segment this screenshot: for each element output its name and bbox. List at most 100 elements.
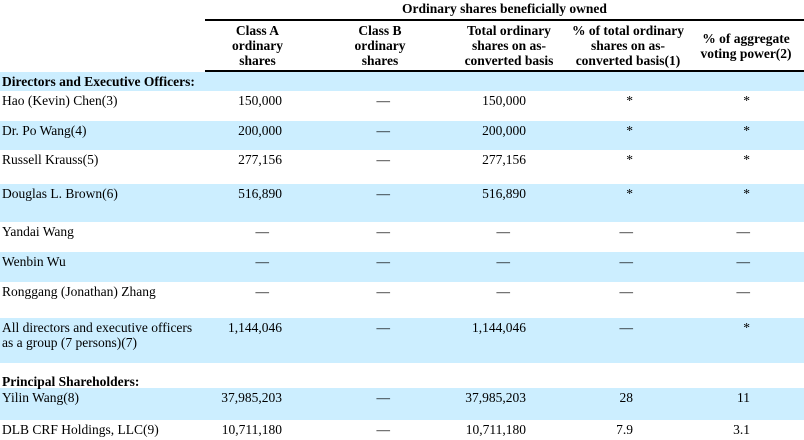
cell-total-as-converted: — [496, 254, 511, 269]
table-row: Yandai Wang — — — — — [0, 222, 804, 252]
column-header-line: ordinary [354, 38, 406, 53]
cell-pct-aggregate-voting: 3.1 [733, 422, 750, 437]
spanner-header: Ordinary shares beneficially owned [205, 0, 804, 21]
cell-class-a: 150,000 [238, 93, 282, 108]
cell-pct-aggregate-voting [688, 72, 804, 91]
row-label: Yandai Wang [2, 224, 74, 239]
column-header-line: voting power(2) [700, 45, 792, 61]
label-column-spacer [0, 0, 205, 21]
table-row: Russell Krauss(5) 277,156 — 277,156 * * [0, 150, 804, 184]
cell-pct-total-as-converted: * [626, 123, 633, 138]
cell-class-b: — [376, 284, 391, 299]
cell-class-b [310, 363, 450, 388]
column-header-line: shares [239, 53, 276, 68]
table-row: DLB CRF Holdings, LLC(9) 10,711,180 — 10,71… [0, 420, 804, 440]
cell-pct-aggregate-voting: * [743, 123, 750, 138]
cell-total-as-converted [450, 363, 568, 388]
cell-total-as-converted: 10,711,180 [465, 422, 526, 437]
cell-class-a: — [255, 284, 270, 299]
cell-class-a: 200,000 [238, 123, 282, 138]
table-row: Douglas L. Brown(6) 516,890 — 516,890 * * [0, 184, 804, 222]
cell-pct-aggregate-voting: 11 [737, 390, 750, 405]
table-row: All directors and executive officers as … [0, 318, 804, 363]
column-header-line: ordinary [231, 38, 283, 53]
cell-class-b: — [376, 186, 391, 201]
column-header-line: % of total ordinary [571, 23, 685, 38]
table-row: Wenbin Wu — — — — — [0, 252, 804, 282]
column-header-line: Total ordinary [467, 23, 551, 38]
cell-total-as-converted: 150,000 [482, 93, 526, 108]
cell-pct-total-as-converted: 28 [619, 390, 634, 405]
cell-pct-total-as-converted: — [619, 224, 634, 239]
cell-pct-aggregate-voting: * [743, 152, 750, 167]
cell-class-b [310, 72, 450, 91]
cell-class-b: — [376, 152, 391, 167]
row-label: Douglas L. Brown(6) [2, 186, 118, 201]
cell-pct-aggregate-voting [688, 363, 804, 388]
row-label: Russell Krauss(5) [2, 152, 99, 167]
cell-total-as-converted: 200,000 [482, 123, 526, 138]
cell-class-a: 1,144,046 [228, 320, 282, 335]
cell-class-a: 10,711,180 [221, 422, 282, 437]
cell-pct-aggregate-voting: * [743, 320, 750, 335]
column-header-line: shares on as- [471, 38, 546, 53]
cell-class-b: — [376, 390, 391, 405]
cell-total-as-converted: 37,985,203 [465, 390, 526, 405]
cell-pct-total-as-converted: * [626, 152, 633, 167]
cell-pct-total-as-converted: * [626, 186, 633, 201]
cell-pct-aggregate-voting: — [736, 254, 751, 269]
section-header-row: Directors and Executive Officers: [0, 72, 804, 91]
column-header-line: shares [361, 53, 399, 68]
row-label: Ronggang (Jonathan) Zhang [2, 284, 156, 299]
column-header-line: shares on as- [590, 38, 665, 53]
section-header-row: Principal Shareholders: [0, 363, 804, 389]
cell-pct-aggregate-voting: * [743, 93, 750, 108]
cell-pct-total-as-converted: — [619, 254, 634, 269]
cell-pct-total-as-converted: — [619, 284, 634, 299]
cell-pct-total-as-converted: 7.9 [616, 422, 633, 437]
cell-class-b: — [376, 254, 391, 269]
row-label: Hao (Kevin) Chen(3) [2, 93, 118, 108]
column-header-line: Class A [235, 23, 280, 38]
spanner-row: Ordinary shares beneficially owned [0, 0, 804, 21]
column-header-pct-total-as-converted: % of total ordinary shares on as-converte… [568, 21, 688, 70]
column-header-line: converted basis [464, 53, 554, 68]
table-row: Ronggang (Jonathan) Zhang — — — — — [0, 282, 804, 318]
cell-class-a: 37,985,203 [221, 390, 282, 405]
cell-total-as-converted: 277,156 [482, 152, 526, 167]
label-column-spacer [0, 21, 205, 72]
cell-total-as-converted: 1,144,046 [472, 320, 526, 335]
row-label: Dr. Po Wang(4) [2, 123, 87, 138]
row-label: DLB CRF Holdings, LLC(9) [2, 422, 159, 437]
column-header-line: converted basis(1) [575, 53, 681, 68]
column-header-line: % of aggregate [702, 30, 790, 46]
table-row: Hao (Kevin) Chen(3) 150,000 — 150,000 * * [0, 91, 804, 121]
cell-pct-total-as-converted [568, 363, 688, 388]
cell-total-as-converted: 516,890 [482, 186, 526, 201]
cell-class-b: — [376, 123, 391, 138]
cell-class-a: 277,156 [238, 152, 282, 167]
cell-class-a: — [255, 254, 270, 269]
section-header-label: Principal Shareholders: [2, 374, 140, 389]
cell-pct-aggregate-voting: — [736, 224, 751, 239]
cell-class-b: — [376, 422, 391, 437]
cell-pct-aggregate-voting: * [743, 186, 750, 201]
row-label: Wenbin Wu [2, 254, 66, 269]
cell-class-a [205, 72, 310, 91]
cell-total-as-converted [450, 72, 568, 91]
cell-class-b: — [376, 93, 391, 108]
table-row: Yilin Wang(8) 37,985,203 — 37,985,203 28 11 [0, 388, 804, 420]
column-header-line: Class B [358, 23, 402, 38]
cell-class-a [205, 363, 310, 388]
table-body: Directors and Executive Officers: Hao (Ke… [0, 72, 804, 440]
cell-pct-total-as-converted [568, 72, 688, 91]
row-label: All directors and executive officers as … [2, 320, 193, 350]
cell-pct-total-as-converted: * [626, 93, 633, 108]
section-header-label: Directors and Executive Officers: [2, 74, 195, 89]
cell-class-b: — [376, 320, 391, 335]
cell-class-a: 516,890 [238, 186, 282, 201]
